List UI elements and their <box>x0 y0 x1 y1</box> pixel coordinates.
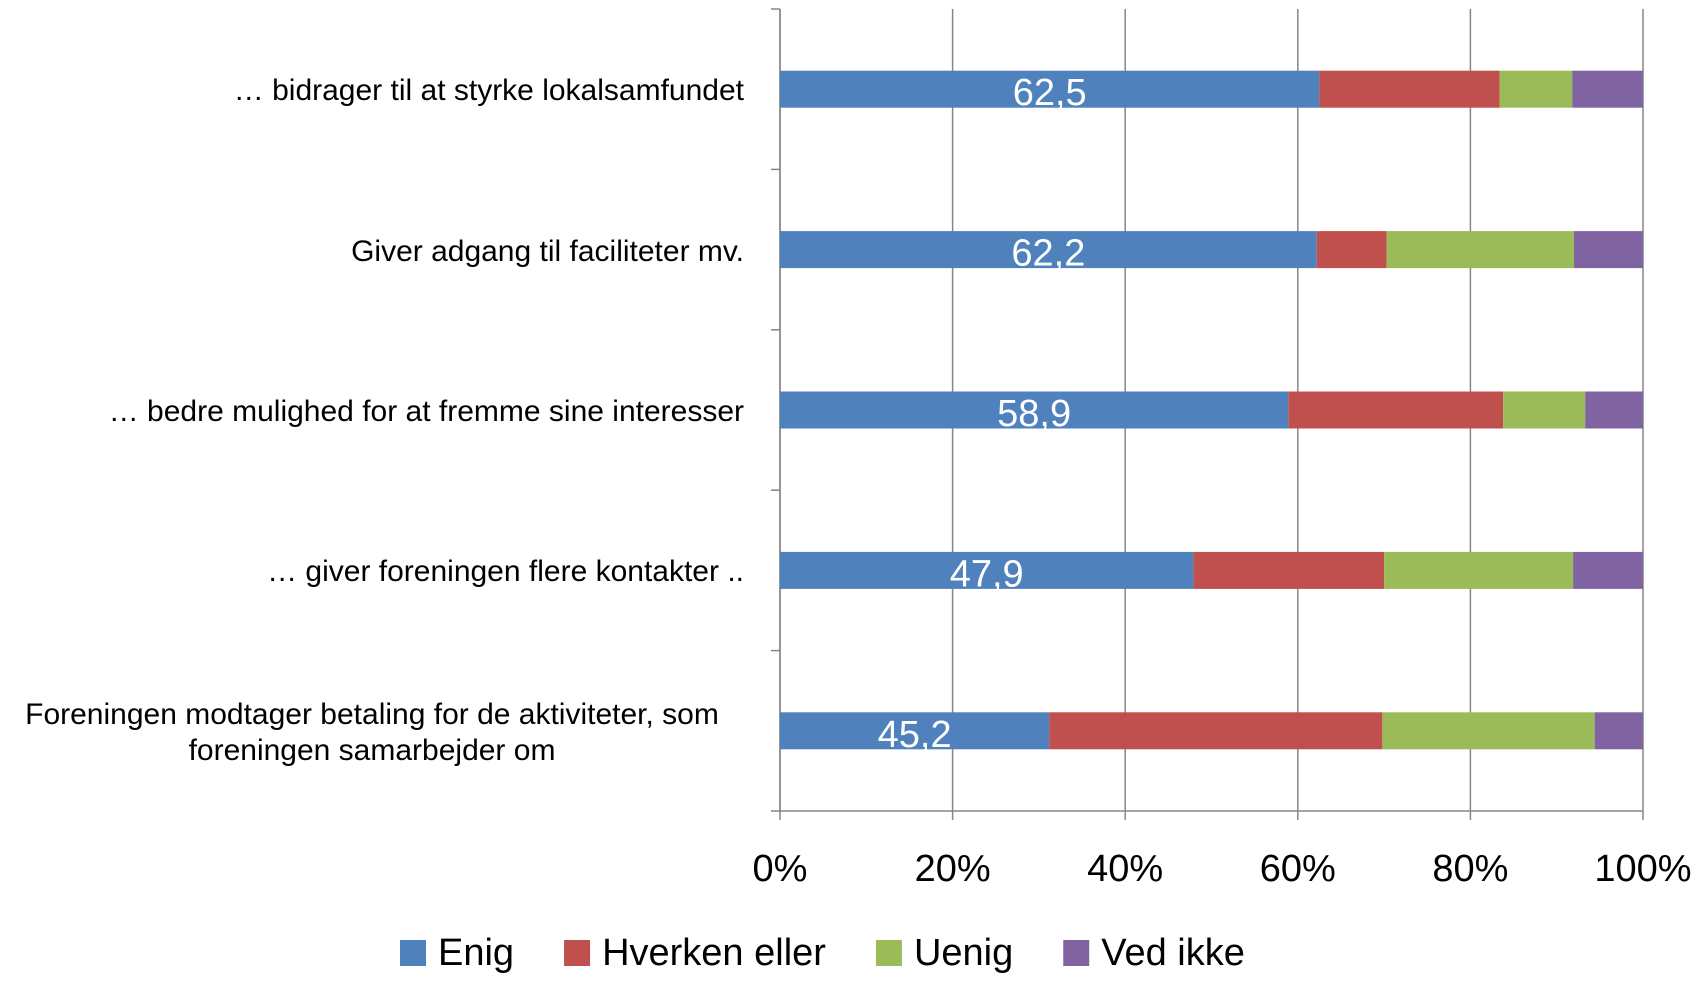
bar-segment <box>1573 551 1643 589</box>
bar-segment <box>1572 70 1643 108</box>
value-label: 45,2 <box>878 714 952 756</box>
value-label: 58,9 <box>997 393 1071 435</box>
bar-segment <box>1288 391 1504 429</box>
bar-segment <box>780 391 1289 429</box>
legend-swatch <box>400 940 426 966</box>
x-tick-label: 20% <box>915 848 991 890</box>
y-tick-label: … giver foreningen flere kontakter .. <box>267 555 744 589</box>
bar-segment <box>780 70 1320 108</box>
bar-segment <box>1499 70 1573 108</box>
y-tick-label: Giver adgang til faciliteter mv. <box>351 234 744 268</box>
bar-segment <box>1193 551 1385 589</box>
legend-swatch <box>1063 940 1090 966</box>
bar-segment <box>1386 231 1574 269</box>
bar-segment <box>1384 551 1574 589</box>
bar-segment <box>1594 712 1643 750</box>
legend-swatch <box>564 940 591 966</box>
bar-segment <box>1503 391 1586 429</box>
y-tick-label: … bidrager til at styrke lokalsamfundet <box>233 74 744 108</box>
legend-swatch <box>875 940 902 966</box>
legend-label: Ved ikke <box>1101 932 1245 974</box>
y-tick-label: … bedre mulighed for at fremme sine inte… <box>108 395 744 428</box>
value-label: 62,5 <box>1013 72 1087 114</box>
bar-segment <box>1316 231 1387 269</box>
x-tick-label: 40% <box>1087 848 1163 890</box>
bar-segment <box>1573 231 1643 269</box>
legend-label: Uenig <box>914 932 1013 974</box>
value-label: 62,2 <box>1011 233 1085 275</box>
bar-segment <box>1382 712 1595 750</box>
x-tick-label: 0% <box>753 848 808 890</box>
bar-segment <box>780 551 1194 589</box>
bar-segment <box>780 231 1317 269</box>
x-tick-label: 100% <box>1594 848 1691 890</box>
bar-segment <box>1319 70 1500 108</box>
x-tick-label: 80% <box>1432 848 1508 890</box>
bar-segment <box>1049 712 1383 750</box>
bar-segment <box>780 712 1050 750</box>
bar-segment <box>1585 391 1643 429</box>
x-tick-label: 60% <box>1260 848 1336 890</box>
value-label: 47,9 <box>950 553 1024 595</box>
legend-label: Hverken eller <box>602 932 826 974</box>
legend-label: Enig <box>438 932 514 974</box>
y-tick-label: Foreningen modtager betaling for de akti… <box>25 697 719 767</box>
